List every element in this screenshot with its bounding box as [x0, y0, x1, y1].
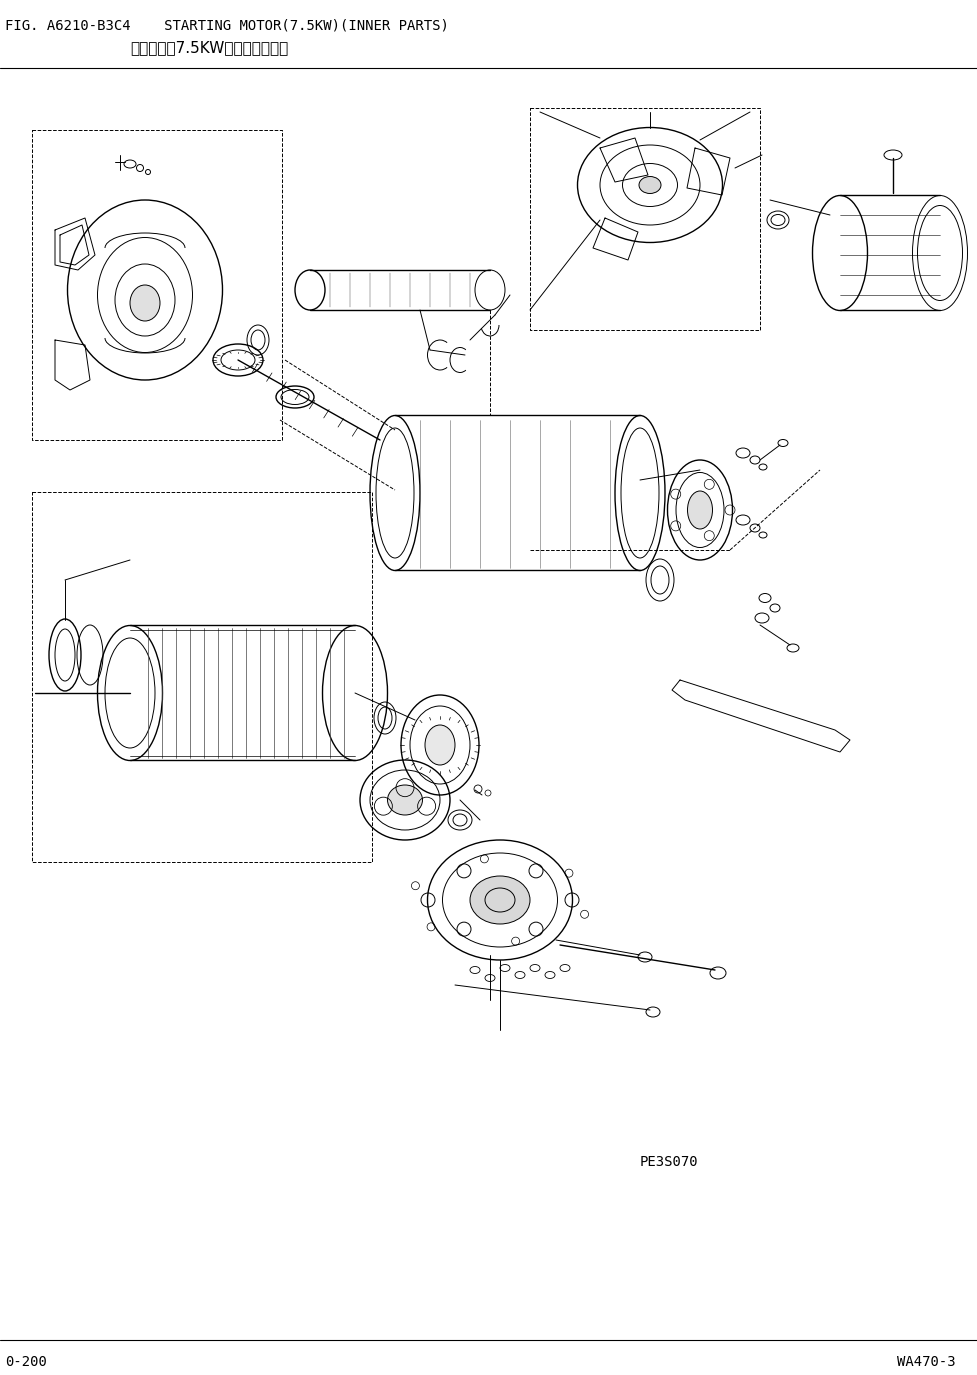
Ellipse shape — [130, 285, 160, 320]
Ellipse shape — [688, 491, 712, 529]
Text: 起动马达（7.5KW）（内部零件）: 起动马达（7.5KW）（内部零件） — [130, 40, 288, 55]
Ellipse shape — [425, 725, 455, 764]
Ellipse shape — [639, 176, 661, 194]
Text: FIG. A6210-B3C4    STARTING MOTOR(7.5KW)(INNER PARTS): FIG. A6210-B3C4 STARTING MOTOR(7.5KW)(IN… — [5, 18, 448, 32]
Text: WA470-3: WA470-3 — [897, 1354, 956, 1370]
Text: 0-200: 0-200 — [5, 1354, 47, 1370]
Text: PE3S070: PE3S070 — [640, 1155, 699, 1169]
Ellipse shape — [388, 785, 422, 815]
Ellipse shape — [470, 876, 530, 924]
